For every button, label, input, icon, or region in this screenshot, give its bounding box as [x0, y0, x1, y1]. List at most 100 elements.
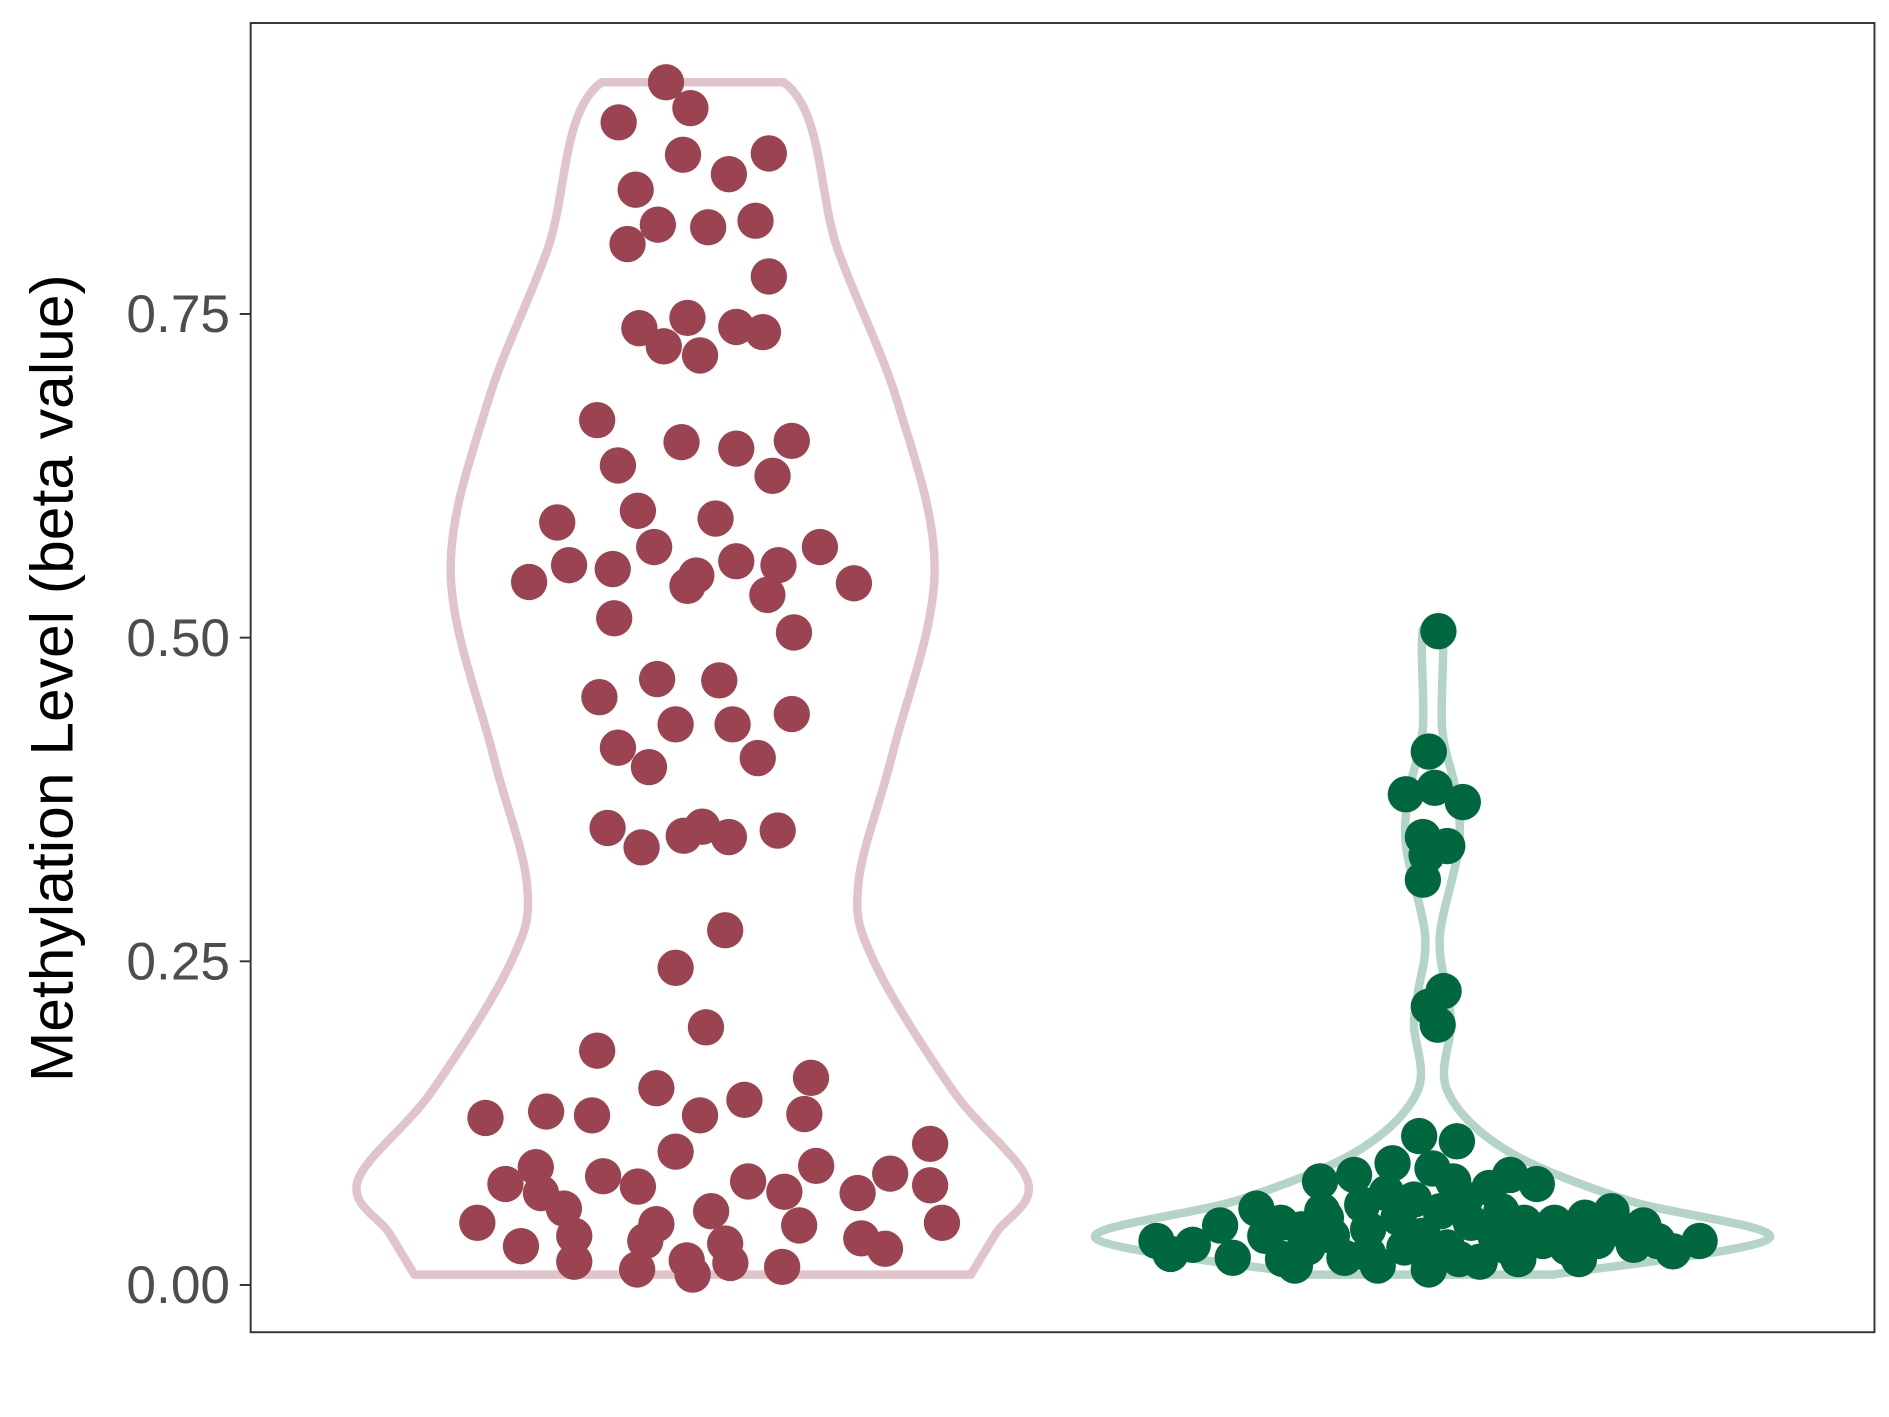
data-point	[1301, 1163, 1339, 1200]
data-point	[630, 748, 668, 786]
data-point	[773, 422, 810, 460]
data-point	[775, 614, 813, 651]
data-point	[923, 1204, 961, 1242]
data-point	[701, 662, 738, 699]
data-point	[619, 492, 657, 529]
data-point	[600, 104, 637, 141]
data-point	[681, 1097, 719, 1134]
data-point	[664, 136, 702, 173]
data-point	[1518, 1165, 1555, 1203]
data-point	[1438, 1123, 1476, 1160]
data-point	[866, 1230, 904, 1267]
data-point	[872, 1155, 909, 1192]
data-point	[707, 912, 744, 949]
data-point	[714, 706, 751, 743]
data-point	[739, 739, 776, 777]
data-point	[1335, 1156, 1373, 1194]
data-point	[692, 1193, 730, 1230]
data-point	[1374, 1145, 1411, 1182]
data-point	[618, 1251, 656, 1288]
data-point	[1419, 1006, 1456, 1043]
data-point	[760, 546, 797, 584]
data-point	[690, 209, 727, 246]
data-point	[573, 1097, 611, 1134]
data-point	[911, 1125, 949, 1163]
data-point	[645, 328, 682, 365]
data-point	[584, 1158, 622, 1195]
data-point	[1410, 733, 1447, 770]
data-point	[754, 457, 791, 494]
data-point	[726, 1081, 763, 1119]
data-point	[596, 600, 633, 637]
plot-panel	[249, 22, 1876, 1334]
data-point	[674, 1256, 711, 1293]
data-point	[579, 401, 616, 439]
data-point	[687, 1009, 725, 1046]
data-point	[581, 679, 618, 716]
data-point	[792, 1059, 830, 1097]
data-point	[798, 1147, 835, 1185]
data-point	[718, 543, 755, 580]
data-point	[835, 565, 873, 602]
data-point	[1416, 769, 1453, 806]
data-point	[1681, 1222, 1718, 1260]
y-axis-title: Methylation Level (beta value)	[18, 274, 86, 1082]
data-point	[766, 1173, 803, 1210]
data-point	[1401, 1117, 1438, 1155]
data-point	[623, 829, 660, 866]
data-point	[657, 706, 694, 743]
data-point	[697, 500, 734, 537]
data-point	[773, 695, 810, 733]
data-point	[681, 337, 719, 374]
data-point	[510, 563, 548, 601]
data-point	[759, 812, 796, 849]
data-point	[1201, 1207, 1239, 1244]
data-point	[627, 1222, 664, 1260]
data-point	[750, 258, 788, 295]
data-point	[1283, 1211, 1320, 1248]
data-point	[527, 1093, 565, 1130]
data-point	[594, 550, 631, 588]
data-point	[638, 1070, 675, 1107]
points	[459, 64, 1718, 1293]
data-point	[1490, 1229, 1527, 1266]
data-point	[539, 504, 576, 541]
data-point	[781, 1207, 818, 1244]
data-point	[589, 809, 626, 847]
violin-outline-1	[352, 77, 1034, 1279]
data-point	[669, 567, 706, 605]
data-point	[672, 89, 709, 127]
data-point	[635, 528, 673, 566]
data-point	[1444, 783, 1481, 821]
data-point	[750, 135, 788, 172]
data-point	[657, 1133, 694, 1170]
data-point	[710, 818, 748, 856]
data-point	[657, 949, 694, 986]
data-point	[609, 225, 646, 263]
data-point	[710, 155, 748, 193]
data-point	[749, 576, 786, 614]
data-point	[737, 202, 774, 239]
data-point	[556, 1217, 593, 1254]
y-tick-label: 0.00	[126, 1256, 230, 1315]
data-point	[639, 206, 677, 243]
data-point	[487, 1165, 524, 1203]
data-point	[663, 423, 700, 461]
data-point	[1408, 836, 1445, 874]
data-point	[786, 1095, 823, 1133]
data-point	[839, 1174, 876, 1212]
data-point	[599, 729, 637, 766]
data-point	[579, 1032, 616, 1069]
data-point	[1349, 1235, 1387, 1273]
data-point	[467, 1099, 504, 1137]
y-tick-label: 0.75	[126, 285, 230, 344]
data-point	[744, 313, 782, 351]
data-point	[669, 299, 706, 337]
y-axis: 0.00 0.25 0.50 0.75	[126, 285, 251, 1315]
data-point	[617, 171, 654, 208]
data-point	[459, 1204, 496, 1242]
data-point	[911, 1167, 949, 1204]
data-point	[763, 1248, 801, 1286]
data-point	[1387, 776, 1425, 813]
